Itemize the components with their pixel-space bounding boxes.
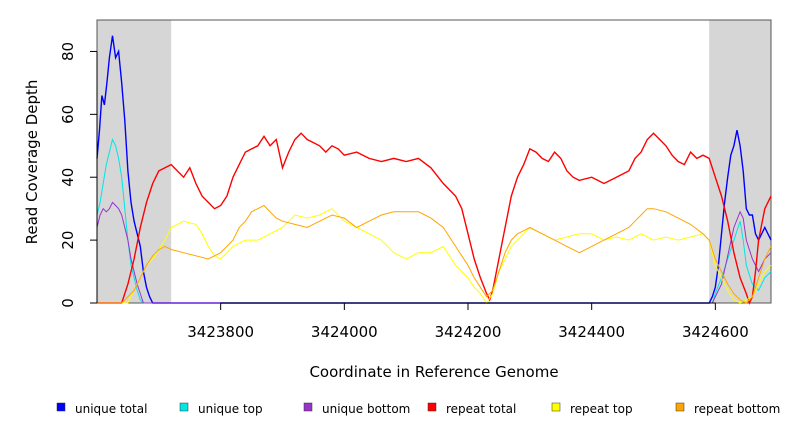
plot-frame <box>96 19 772 304</box>
legend: unique total unique top unique bottom repea… <box>56 402 780 416</box>
y-tick-label: 80 <box>59 42 77 61</box>
x-tick-label: 3424200 <box>435 323 502 341</box>
legend-item-unique-bottom: unique bottom <box>303 402 410 416</box>
legend-label: repeat bottom <box>694 402 780 416</box>
legend-swatch <box>551 402 561 412</box>
legend-item-repeat-total: repeat total <box>427 402 516 416</box>
series-unique-top <box>96 138 772 304</box>
legend-item-unique-top: unique top <box>179 402 263 416</box>
series-repeat-top <box>97 208 772 304</box>
x-tick-label: 3424600 <box>682 323 749 341</box>
shaded-regions <box>97 20 771 303</box>
legend-item-repeat-top: repeat top <box>551 402 633 416</box>
x-axis-title: Coordinate in Reference Genome <box>309 363 558 381</box>
series-repeat-bottom <box>97 204 772 304</box>
legend-label: unique bottom <box>322 402 410 416</box>
legend-swatch <box>56 402 66 412</box>
legend-swatch <box>427 402 437 412</box>
legend-label: unique top <box>198 402 263 416</box>
y-axis-title: Read Coverage Depth <box>23 80 41 245</box>
legend-item-unique-total: unique total <box>56 402 147 416</box>
series-unique-bottom <box>96 201 772 304</box>
x-tick-label: 3424000 <box>311 323 378 341</box>
y-tick-label: 60 <box>59 105 77 124</box>
y-tick-label: 0 <box>59 298 77 308</box>
series-repeat-total <box>97 132 772 305</box>
legend-swatch <box>303 402 313 412</box>
series-unique-total <box>96 35 772 304</box>
x-tick-label: 3424400 <box>558 323 625 341</box>
y-tick-label: 40 <box>59 168 77 187</box>
legend-label: repeat top <box>570 402 633 416</box>
legend-label: unique total <box>75 402 147 416</box>
y-tick-label: 20 <box>59 231 77 250</box>
legend-label: repeat total <box>446 402 516 416</box>
legend-item-repeat-bottom: repeat bottom <box>675 402 780 416</box>
legend-swatch <box>179 402 189 412</box>
legend-swatch <box>675 402 685 412</box>
x-tick-label: 3423800 <box>187 323 254 341</box>
y-axis: 0 20 40 60 80 <box>59 42 98 308</box>
series-lines <box>96 35 772 305</box>
x-axis: 3423800 3424000 3424200 3424400 3424600 <box>187 302 749 341</box>
